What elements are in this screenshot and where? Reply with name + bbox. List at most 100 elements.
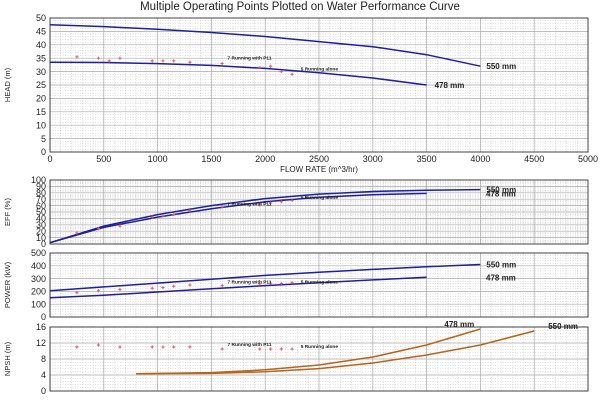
series-label: 478 mm xyxy=(486,273,516,282)
operating-point xyxy=(161,345,165,349)
operating-point xyxy=(118,287,122,292)
x-tick-label: 1500 xyxy=(201,154,221,164)
y-tick-label: 0 xyxy=(41,312,46,322)
point-annotation: 5 Running alone xyxy=(301,344,339,350)
operating-point xyxy=(258,203,262,207)
x-tick-label: 0 xyxy=(47,154,52,164)
operating-point xyxy=(161,59,165,63)
y-tick-label: 30 xyxy=(36,220,46,230)
y-tick-label: 70 xyxy=(36,194,46,204)
y-tick-label: 100 xyxy=(31,175,46,185)
operating-point xyxy=(268,64,273,68)
plot-frame xyxy=(49,17,589,153)
y-axis-label: NPSH (m) xyxy=(3,341,12,376)
operating-point xyxy=(75,55,79,59)
operating-point xyxy=(172,345,176,349)
operating-point xyxy=(75,345,79,349)
x-tick-label: 4500 xyxy=(524,154,544,164)
y-tick-label: 20 xyxy=(36,226,46,236)
operating-point xyxy=(96,227,101,231)
y-tick-label: 8 xyxy=(41,354,46,364)
operating-point xyxy=(150,286,154,290)
y-tick-label: 12 xyxy=(36,338,46,348)
y-tick-label: 200 xyxy=(31,287,46,297)
operating-point xyxy=(290,72,294,76)
point-annotation: 5 Running alone xyxy=(301,195,339,201)
operating-point xyxy=(75,231,79,235)
x-tick-label: 3500 xyxy=(417,154,437,164)
series-line-550-mm xyxy=(49,263,481,292)
operating-point xyxy=(188,283,192,287)
series-line-478-mm xyxy=(136,328,481,375)
operating-point xyxy=(290,347,294,351)
y-tick-label: 45 xyxy=(36,27,46,37)
series-line-550-mm xyxy=(49,188,481,244)
y-tick-label: 15 xyxy=(36,107,46,117)
x-tick-label: 4000 xyxy=(470,154,490,164)
operating-point xyxy=(220,284,224,288)
series-label: 478 mm xyxy=(444,320,474,329)
operating-point xyxy=(290,198,294,203)
y-tick-label: 30 xyxy=(36,67,46,77)
chart-title: Multiple Operating Points Plotted on Wat… xyxy=(140,1,460,13)
plot-frame xyxy=(49,252,589,318)
series-line-478-mm xyxy=(49,276,427,299)
plot-frame xyxy=(49,179,589,245)
y-tick-label: 60 xyxy=(36,201,46,211)
y-tick-label: 20 xyxy=(36,94,46,104)
series-line-478-mm xyxy=(49,61,427,86)
operating-point xyxy=(258,65,262,70)
y-tick-label: 80 xyxy=(36,188,46,198)
operating-point xyxy=(172,284,176,288)
y-tick-label: 500 xyxy=(31,248,46,258)
point-annotation: 7 Running with P11 xyxy=(228,202,272,208)
operating-point xyxy=(150,215,154,219)
operating-point xyxy=(258,282,262,286)
operating-point xyxy=(118,345,122,349)
operating-point xyxy=(279,200,283,204)
y-tick-label: 50 xyxy=(36,207,46,217)
operating-point xyxy=(258,347,262,351)
operating-point xyxy=(96,289,101,293)
y-tick-label: 35 xyxy=(36,53,46,63)
x-axis-label: FLOW RATE (m^3/hr) xyxy=(280,165,358,174)
y-tick-label: 10 xyxy=(36,233,46,243)
series-line-478-mm xyxy=(49,192,427,244)
series-label: 478 mm xyxy=(435,81,465,90)
series-label: 550 mm xyxy=(486,261,516,270)
operating-point xyxy=(268,347,273,351)
panel-npsh: 0 4 8 12 16 NPSH (m) 478 mm 550 mm 7 Running wit… xyxy=(3,320,589,396)
operating-point xyxy=(150,59,154,63)
operating-point xyxy=(96,343,101,347)
point-annotation: 5 Running alone xyxy=(301,66,339,72)
y-axis-label: POWER (kW) xyxy=(3,261,12,308)
operating-point xyxy=(279,70,283,74)
x-tick-label: 2000 xyxy=(255,154,275,164)
y-tick-label: 40 xyxy=(36,40,46,50)
operating-point xyxy=(107,59,111,63)
y-tick-label: 25 xyxy=(36,80,46,90)
y-tick-label: 90 xyxy=(36,182,46,192)
point-annotation: 5 Running alone xyxy=(301,279,339,285)
series-label: 550 mm xyxy=(486,186,516,195)
operating-point xyxy=(188,209,192,213)
operating-point xyxy=(118,224,122,228)
operating-point xyxy=(188,345,192,349)
plot-frame xyxy=(49,326,589,392)
x-tick-label: 2500 xyxy=(309,154,329,164)
operating-point xyxy=(268,281,273,285)
operating-point xyxy=(290,281,294,285)
point-annotation: 7 Running with P11 xyxy=(228,342,272,348)
operating-point xyxy=(118,56,122,60)
operating-point xyxy=(220,205,224,209)
y-tick-label: 0 xyxy=(41,386,46,396)
y-tick-label: 0 xyxy=(41,239,46,249)
y-tick-label: 4 xyxy=(41,370,46,380)
operating-point xyxy=(172,212,176,217)
operating-point xyxy=(161,285,165,290)
y-tick-label: 400 xyxy=(31,261,46,271)
x-tick-label: 5000 xyxy=(578,154,598,164)
